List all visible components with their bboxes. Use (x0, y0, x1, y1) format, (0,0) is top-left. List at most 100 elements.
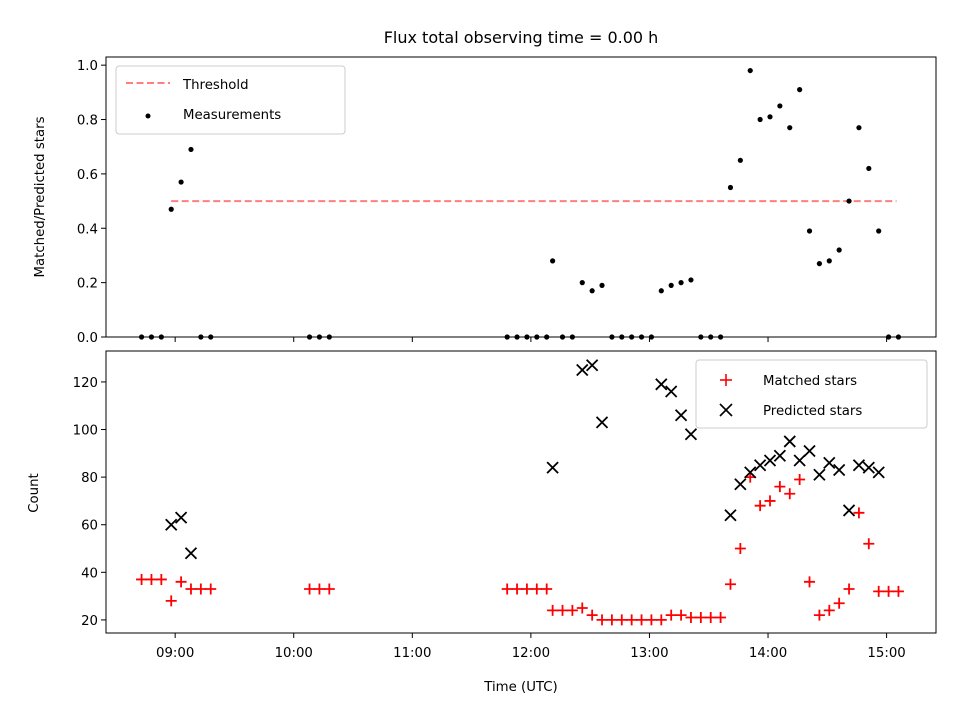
measurement-point (569, 334, 575, 340)
bottom-legend: Matched stars Predicted stars (695, 359, 928, 429)
measurement-point (504, 334, 510, 340)
matched-star-point (833, 597, 845, 609)
matched-star-point (304, 583, 316, 595)
matched-star-point (695, 612, 707, 624)
measurement-point (895, 334, 902, 340)
matched-star-point (734, 543, 746, 555)
predicted-star-point (783, 435, 796, 448)
matched-star-point (794, 474, 806, 486)
legend-threshold-label: Threshold (182, 78, 249, 93)
measurement-point (559, 334, 566, 340)
bottom-x-tick-label: 11:00 (393, 646, 431, 661)
top-legend-box (115, 65, 346, 135)
predicted-star-point (576, 363, 589, 377)
measurement-point (876, 228, 882, 234)
x-axis-label: Time (UTC) (483, 680, 558, 695)
predicted-star-point (165, 518, 178, 531)
predicted-star-point (793, 454, 806, 467)
predicted-star-point (595, 416, 609, 429)
matched-star-point (873, 585, 885, 597)
matched-star-point (813, 609, 825, 621)
measurement-point (158, 334, 164, 340)
predicted-star-point (852, 459, 866, 472)
matched-star-point (195, 583, 207, 595)
bottom-axes-frame (105, 350, 937, 634)
measurement-point (787, 125, 793, 131)
measurement-point (589, 288, 595, 294)
matched-star-point (675, 609, 687, 621)
measurement-point (629, 334, 635, 340)
top-y-tick-label: 0.0 (77, 331, 98, 346)
matched-star-point (636, 614, 648, 626)
predicted-star-point (744, 466, 757, 479)
top-axes-frame (105, 56, 937, 338)
measurement-point (806, 228, 813, 234)
bottom-y-ticks: 20 40 60 80 100 120 (73, 376, 106, 629)
legend-matched-label: Matched stars (763, 374, 857, 389)
top-y-tick-label: 0.4 (77, 222, 98, 237)
predicted-star-point (184, 547, 198, 560)
matched-star-point (606, 614, 618, 626)
bottom-y-tick-label: 120 (73, 376, 98, 391)
bottom-y-tick-label: 20 (81, 614, 98, 629)
matched-star-point (892, 585, 904, 597)
predicted-star-point (842, 504, 856, 517)
measurement-point (579, 280, 585, 286)
predicted-star-point (833, 463, 846, 477)
measurement-point (885, 334, 892, 340)
bottom-y-tick-label: 80 (81, 471, 98, 486)
chart-title: Flux total observing time = 0.00 h (384, 28, 659, 47)
measurement-point (747, 67, 753, 74)
matched-star-point (883, 585, 895, 597)
measurement-point (168, 206, 174, 212)
predicted-star-point (174, 511, 188, 524)
legend-predicted-swatch (719, 403, 733, 417)
matched-star-point (754, 500, 766, 512)
measurement-point (846, 198, 852, 204)
measurement-point (524, 334, 530, 340)
measurement-point (178, 179, 184, 185)
bottom-data-marks (136, 359, 904, 626)
matched-star-point (804, 576, 816, 588)
matched-star-point (863, 538, 875, 550)
measurement-point (648, 334, 655, 340)
top-legend: Threshold Measurements (115, 65, 346, 135)
bottom-x-ticks: 09:00 10:00 11:00 12:00 13:00 14:00 15:00 (156, 633, 906, 661)
matched-star-point (655, 614, 667, 626)
measurement-point (797, 87, 803, 93)
predicted-star-point (753, 459, 767, 472)
measurement-point (777, 103, 783, 109)
predicted-star-point (813, 468, 826, 481)
matched-star-point (323, 583, 335, 595)
predicted-star-point (823, 456, 836, 469)
measurement-point (658, 288, 664, 294)
matched-star-point (685, 612, 697, 624)
predicted-star-point (773, 449, 787, 462)
matched-star-point (205, 583, 217, 595)
measurement-point (550, 258, 556, 264)
predicted-star-point (674, 409, 688, 422)
top-y-axis-label: Matched/Predicted stars (33, 116, 48, 277)
measurement-point (148, 334, 155, 340)
bottom-x-tick-label: 13:00 (630, 646, 668, 661)
top-y-tick-label: 0.2 (77, 277, 98, 292)
measurement-point (306, 334, 313, 340)
matched-star-point (576, 602, 588, 614)
matched-star-point (541, 583, 553, 595)
matched-star-point (155, 573, 167, 585)
matched-star-point (645, 614, 657, 626)
bottom-x-tick-label: 12:00 (512, 646, 550, 661)
matched-star-point (313, 583, 325, 595)
measurement-point (638, 334, 645, 340)
matched-star-point (705, 612, 717, 624)
matched-star-point (626, 614, 638, 626)
legend-measurements-swatch (145, 113, 151, 119)
bottom-x-tick-label: 09:00 (156, 646, 194, 661)
matched-star-point (165, 595, 177, 607)
bottom-x-tick-label: 10:00 (275, 646, 313, 661)
measurement-point (816, 261, 823, 267)
measurement-point (514, 334, 520, 340)
top-x-ticks (174, 337, 888, 342)
bottom-y-tick-label: 100 (73, 424, 98, 439)
bottom-x-tick-label: 14:00 (749, 646, 787, 661)
